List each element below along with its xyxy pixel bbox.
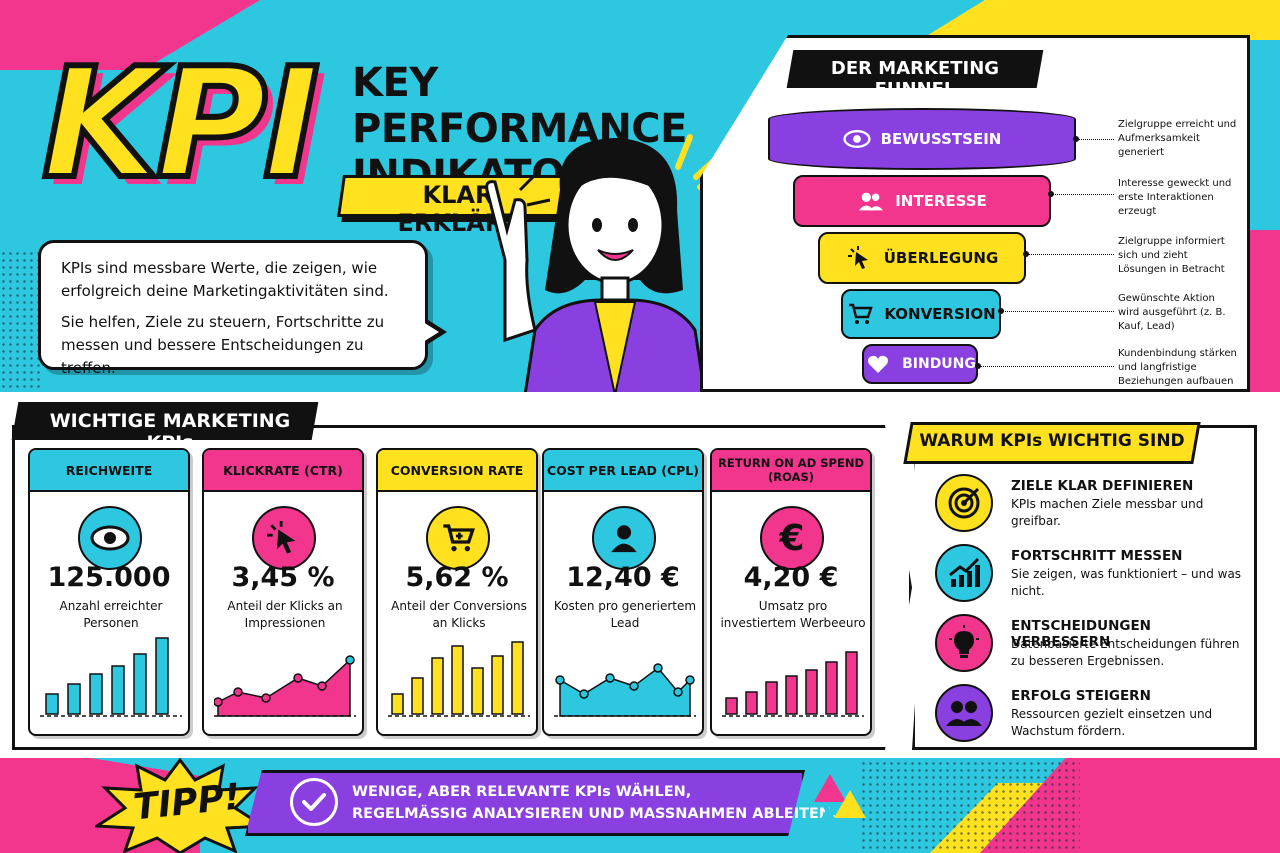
intro-speech-bubble: KPIs sind messbare Werte, die zeigen, wi… <box>38 240 428 377</box>
kpi-headline: KPI <box>39 35 323 212</box>
kpi-label: Umsatz pro investiertem Werbeeuro <box>720 599 866 630</box>
checkmark-icon <box>290 778 338 826</box>
tip-text: WENIGE, ABER RELEVANTE KPIs WÄHLEN, <box>352 784 692 800</box>
tip-banner <box>245 770 805 836</box>
kpi-card-title: RETURN ON AD SPEND (ROAS) <box>712 450 870 492</box>
connector-line <box>1051 194 1114 195</box>
funnel-stage-consideration: ÜBERLEGUNG <box>818 232 1026 284</box>
kpi-card-title: REICHWEITE <box>30 450 188 492</box>
kpi-label: Kosten pro generiertem Lead <box>553 599 697 630</box>
triangle-decoration <box>812 774 866 834</box>
kpi-card-reach: REICHWEITE 125.000 Anzahl erreichter Per… <box>28 448 190 736</box>
funnel-stage-description: Gewünschte Aktion wird ausgeführt (z. B.… <box>1118 293 1226 332</box>
heart-icon <box>864 350 892 378</box>
euro-icon: € <box>760 506 824 570</box>
why-text: Datenbasierte Entscheidungen führen zu b… <box>1011 637 1240 668</box>
kpi-value: 12,40 € <box>566 562 680 593</box>
kpi-card-title: KLICKRATE (CTR) <box>204 450 362 492</box>
halftone-dots <box>0 250 40 390</box>
kpi-label: Anzahl erreichter Personen <box>59 599 163 630</box>
why-heading: ZIELE KLAR DEFINIEREN <box>1011 478 1194 494</box>
kpi-trend-chart <box>722 651 864 717</box>
kpi-card-title: CONVERSION RATE <box>378 450 536 492</box>
kpi-label: Anteil der Klicks an Impressionen <box>227 599 343 630</box>
team-icon <box>935 684 993 742</box>
cart-icon <box>846 300 874 328</box>
connector-line <box>1026 254 1114 255</box>
connector-dot <box>998 308 1004 314</box>
funnel-stage-description: Kundenbindung stärken und langfristige B… <box>1118 348 1237 387</box>
kpi-trend-chart <box>40 637 182 717</box>
intro-text: Sie helfen, Ziele zu steuern, Fortschrit… <box>61 313 385 377</box>
connector-dot <box>1048 191 1054 197</box>
why-text: KPIs machen Ziele messbar und greifbar. <box>1011 497 1204 528</box>
funnel-stage-description: Interesse geweckt und erste Interaktione… <box>1118 178 1232 217</box>
kpi-card-conversion-rate: CONVERSION RATE 5,62 % Anteil der Conver… <box>376 448 538 736</box>
kpi-value: 125.000 <box>47 562 171 593</box>
connector-dot <box>975 363 981 369</box>
eye-icon <box>842 125 871 153</box>
funnel-title: DER MARKETING FUNNEL <box>830 58 1000 100</box>
kpi-value: 5,62 % <box>405 562 509 593</box>
background-shape <box>920 0 1280 40</box>
funnel-stage-retention: BINDUNG <box>862 344 978 384</box>
funnel-stage-interest: INTERESSE <box>793 175 1051 227</box>
kpi-value: 3,45 % <box>231 562 335 593</box>
kpi-card-cpl: COST PER LEAD (CPL) 12,40 € Kosten pro g… <box>542 448 704 736</box>
cursor-icon <box>846 244 874 272</box>
connector-dot <box>1073 136 1079 142</box>
cursor-icon <box>252 506 316 570</box>
kpi-card-ctr: KLICKRATE (CTR) 3,45 % Anteil der Klicks… <box>202 448 364 736</box>
growth-chart-icon <box>935 544 993 602</box>
speech-bubble-tail <box>423 322 439 342</box>
connector-line <box>1076 139 1114 140</box>
kpi-trend-chart <box>554 663 696 717</box>
kpi-label: Anteil der Conversions an Klicks <box>391 599 527 630</box>
funnel-stage-label: INTERESSE <box>895 192 987 210</box>
cart-icon <box>426 506 490 570</box>
funnel-stage-description: Zielgruppe informiert sich und zieht Lös… <box>1118 236 1225 275</box>
kpi-card-roas: RETURN ON AD SPEND (ROAS) € 4,20 € Umsat… <box>710 448 872 736</box>
connector-line <box>978 366 1114 367</box>
why-text: Sie zeigen, was funktioniert – und was n… <box>1011 567 1242 598</box>
connector-line <box>1001 311 1114 312</box>
presenter-illustration <box>485 138 707 395</box>
funnel-stage-label: BEWUSSTSEIN <box>880 130 1002 148</box>
lightbulb-icon <box>935 614 993 672</box>
halftone-dots <box>860 760 1080 853</box>
funnel-stage-label: BINDUNG <box>902 356 976 372</box>
funnel-stage-description: Zielgruppe erreicht und Aufmerksamkeit g… <box>1118 119 1237 158</box>
why-heading: ERFOLG STEIGERN <box>1011 688 1151 704</box>
connector-dot <box>1023 251 1029 257</box>
funnel-stage-label: KONVERSION <box>884 305 996 323</box>
people-icon <box>857 187 885 215</box>
kpi-card-title: COST PER LEAD (CPL) <box>544 450 702 492</box>
intro-text: KPIs sind messbare Werte, die zeigen, wi… <box>61 259 389 300</box>
tip-burst-badge <box>95 758 265 853</box>
why-text: Ressourcen gezielt einsetzen und Wachstu… <box>1011 707 1213 738</box>
funnel-stage-awareness: BEWUSSTSEIN <box>768 108 1076 170</box>
target-icon <box>935 474 993 532</box>
why-heading: FORTSCHRITT MESSEN <box>1011 548 1183 564</box>
person-icon <box>592 506 656 570</box>
kpi-value: 4,20 € <box>743 562 839 593</box>
tip-text: REGELMÄSSIG ANALYSIEREN UND MASSNAHMEN A… <box>352 806 837 822</box>
kpi-trend-chart <box>214 655 356 717</box>
kpi-trend-chart <box>388 641 530 717</box>
why-title: WARUM KPIs WICHTIG SIND <box>919 431 1185 451</box>
eye-icon <box>78 506 142 570</box>
why-heading: ENTSCHEIDUNGEN VERBESSERN <box>1011 618 1151 650</box>
funnel-stage-conversion: KONVERSION <box>841 289 1001 339</box>
funnel-stage-label: ÜBERLEGUNG <box>883 249 999 267</box>
